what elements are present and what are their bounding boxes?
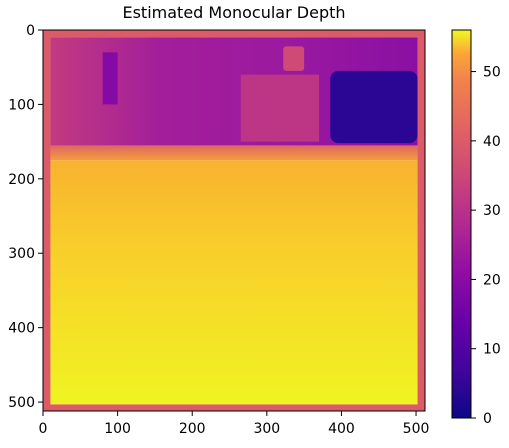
region-small-object-top [283,46,305,71]
colorbar-tick-label: 40 [483,134,501,150]
colorbar-tick-label: 0 [483,411,492,427]
region-transition-band [50,141,418,161]
y-tick-label: 500 [8,395,35,411]
y-tick-label: 200 [8,172,35,188]
x-tick-label: 0 [39,421,48,437]
region-bottom-border [43,404,425,411]
colorbar-axis: 0 10 20 30 40 50 [471,65,501,427]
region-right-border [417,30,425,411]
chart-title: Estimated Monocular Depth [122,3,345,22]
region-top-border [43,30,425,38]
colorbar-tick-label: 50 [483,65,501,81]
y-tick-label: 100 [8,97,35,113]
colorbar-tick-label: 10 [483,342,501,358]
x-tick-label: 500 [403,421,430,437]
x-tick-label: 200 [179,421,206,437]
colorbar-tick-label: 20 [483,272,501,288]
y-tick-label: 400 [8,321,35,337]
region-dark-object-right [330,70,418,144]
y-tick-label: 300 [8,246,35,262]
region-central-box [240,74,320,142]
x-axis: 0 100 200 300 400 500 [39,411,430,437]
region-left-vertical-structure [102,52,118,105]
colorbar-tick-label: 30 [483,203,501,219]
region-left-border [43,30,51,411]
x-tick-label: 300 [253,421,280,437]
heatmap-image [43,30,425,411]
colorbar [451,29,472,419]
x-tick-label: 100 [104,421,131,437]
y-tick-label: 0 [26,23,35,39]
region-floor [50,160,418,405]
x-tick-label: 400 [328,421,355,437]
y-axis: 0 100 200 300 400 500 [8,23,43,411]
plot-frame [42,29,426,412]
